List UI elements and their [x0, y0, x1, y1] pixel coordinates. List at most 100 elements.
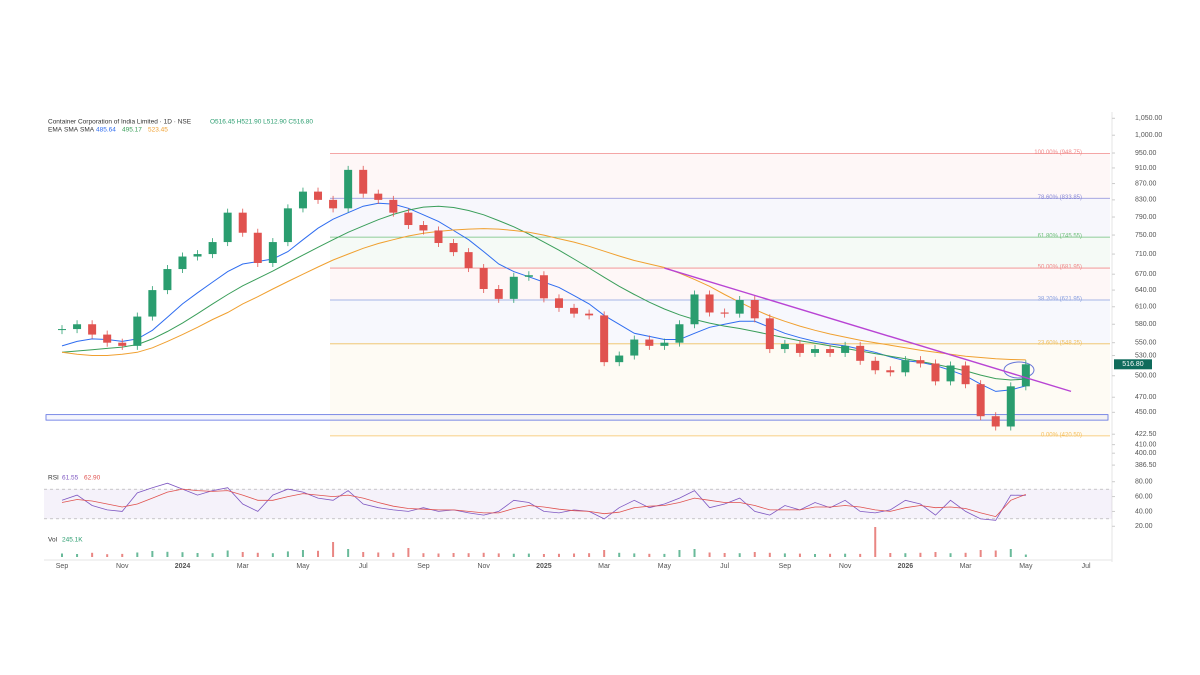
candle [73, 324, 82, 330]
candle [660, 342, 669, 346]
candle [856, 345, 865, 361]
fib-band [330, 268, 1110, 301]
volume-bar [482, 552, 485, 557]
y-tick-label: 670.00 [1135, 271, 1157, 278]
volume-bar [889, 553, 892, 557]
y-tick-label: 830.00 [1135, 197, 1157, 204]
volume-bar [91, 552, 94, 557]
x-tick-label: Mar [598, 563, 611, 570]
candle [404, 212, 413, 226]
candle [419, 225, 428, 231]
fib-label: 50.00% (681.95) [1038, 265, 1082, 271]
volume-bar [1024, 554, 1027, 557]
candle [539, 275, 548, 299]
ohlc-readout: O516.45 H521.90 L512.90 C516.80 [210, 119, 313, 126]
x-tick-label: Mar [237, 563, 250, 570]
volume-bar [317, 550, 320, 557]
y-tick-label: 1,050.00 [1135, 115, 1162, 122]
legend-name: EMA [48, 127, 63, 134]
volume-bar [633, 553, 636, 557]
fib-band [330, 153, 1110, 199]
volume-bar [211, 553, 214, 557]
candle [148, 290, 157, 317]
volume-bar [994, 550, 997, 557]
x-tick-label: Nov [839, 563, 852, 570]
y-tick-label: 1,000.00 [1135, 132, 1162, 139]
candle [946, 365, 955, 382]
candle [329, 199, 338, 209]
candle [630, 339, 639, 356]
volume-bar [768, 552, 771, 557]
fib-label: 61.80% (745.55) [1038, 234, 1082, 240]
y-tick-label: 750.00 [1135, 232, 1157, 239]
volume-bar [859, 553, 862, 557]
candle [133, 316, 142, 346]
candle [238, 212, 247, 233]
volume-bar [934, 552, 937, 557]
volume-bar [497, 553, 500, 557]
candle [434, 230, 443, 244]
moving-average [61, 205, 1026, 381]
volume-bar [437, 553, 440, 557]
rsi-name: RSI [48, 475, 59, 482]
candle [298, 191, 307, 209]
x-tick-label: May [658, 563, 672, 570]
candle [193, 254, 202, 257]
support-zone [45, 414, 1109, 421]
volume-bar [256, 552, 259, 557]
volume-bar [648, 553, 651, 557]
volume-bar [301, 550, 304, 557]
volume-bar [467, 553, 470, 557]
y-tick-label: 550.00 [1135, 340, 1157, 347]
trendline [664, 267, 1072, 393]
x-tick-label: Sep [56, 563, 69, 570]
candle [359, 169, 368, 194]
fib-label: 0.00% (420.50) [1041, 432, 1082, 438]
candle [961, 365, 970, 385]
candle [449, 243, 458, 253]
candle [750, 299, 759, 319]
y-tick-label: 410.00 [1135, 441, 1157, 448]
candle [314, 191, 323, 200]
candle [1006, 386, 1015, 427]
candle [991, 416, 1000, 427]
ma-legend: EMA SMA SMA 485.64 495.17 523.45 [48, 127, 168, 134]
volume-bar [166, 551, 169, 557]
fib-label: 100.00% (948.75) [1034, 150, 1082, 156]
volume-bar [76, 554, 79, 557]
x-tick-label: Nov [477, 563, 490, 570]
x-tick-label: May [1019, 563, 1033, 570]
volume-bar [422, 553, 425, 557]
rsi-line [61, 482, 1026, 521]
rsi-value: 61.55 [62, 475, 79, 482]
x-tick-label: 2025 [536, 563, 552, 570]
candle [705, 294, 714, 313]
candle [811, 349, 819, 353]
volume-bar [121, 553, 124, 557]
legend-value: 495.17 [122, 127, 142, 134]
candle [1021, 364, 1030, 387]
rsi-line [61, 488, 1026, 518]
volume-bar [557, 553, 560, 557]
y-tick-label: 386.50 [1135, 462, 1157, 469]
candle [344, 169, 353, 209]
candle [901, 360, 910, 373]
volume-bar [919, 552, 922, 557]
candle [765, 318, 774, 350]
volume-bar [874, 527, 877, 557]
fib-label: 23.60% (548.25) [1038, 340, 1082, 346]
y-tick-label: 910.00 [1135, 165, 1157, 172]
candle [886, 370, 895, 373]
legend-name: SMA [64, 127, 79, 134]
x-tick-label: 2024 [175, 563, 191, 570]
volume-bar [527, 553, 530, 557]
candle [283, 208, 292, 243]
candle [58, 329, 66, 331]
volume-bar [392, 552, 395, 557]
volume-bar [362, 552, 365, 557]
candle [494, 289, 503, 299]
rsi-value: 62.90 [84, 475, 101, 482]
